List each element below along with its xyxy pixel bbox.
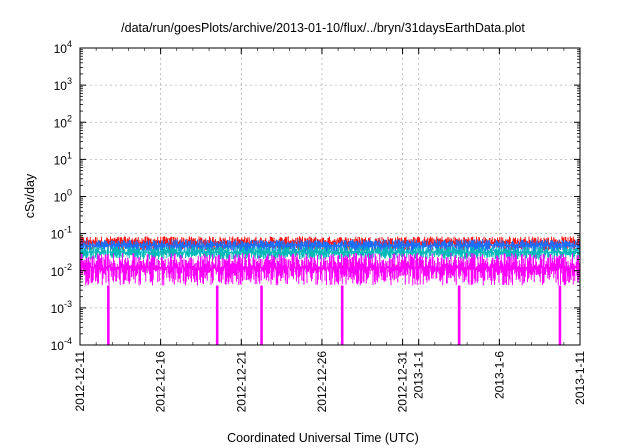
x-tick-label: 2012-12-21 bbox=[234, 351, 248, 413]
series-3-dropout bbox=[457, 285, 461, 345]
series-3-dropout bbox=[260, 285, 263, 345]
series-group bbox=[80, 236, 580, 345]
y-tick-label: 104 bbox=[54, 39, 72, 56]
y-tick-label: 10-2 bbox=[51, 262, 72, 279]
x-tick-label: 2012-12-31 bbox=[396, 351, 410, 413]
y-axis: 10-4 10-3 10-2 10-1 100 101 102 103 104 bbox=[51, 39, 580, 353]
series-3-dropout bbox=[558, 285, 562, 345]
x-tick-label: 2013-1-6 bbox=[492, 351, 506, 399]
y-tick-label: 10-4 bbox=[51, 336, 72, 353]
x-tick-label: 2012-12-26 bbox=[315, 351, 329, 413]
chart-title: /data/run/goesPlots/archive/2013-01-10/f… bbox=[121, 21, 525, 35]
y-tick-label: 10-1 bbox=[51, 225, 72, 242]
y-tick-label: 103 bbox=[54, 76, 72, 93]
y-tick-label: 101 bbox=[54, 150, 72, 167]
series-3-line bbox=[80, 253, 580, 286]
grid bbox=[80, 48, 580, 345]
series-3-dropout bbox=[340, 285, 344, 345]
x-tick-label: 2012-12-11 bbox=[73, 351, 87, 412]
series-3-dropout bbox=[107, 285, 110, 345]
y-tick-label: 100 bbox=[54, 188, 72, 205]
series-3-dropout bbox=[215, 285, 219, 345]
x-tick-label: 2013-1-1 bbox=[412, 351, 426, 399]
x-axis-title: Coordinated Universal Time (UTC) bbox=[227, 431, 419, 445]
y-axis-title: cSv/day bbox=[23, 173, 37, 218]
x-axis: 2012-12-11 2012-12-16 2012-12-21 2012-12-26… bbox=[73, 48, 587, 412]
x-tick-label: 2013-1-11 bbox=[573, 351, 587, 405]
y-tick-label: 10-3 bbox=[51, 299, 72, 316]
y-tick-label: 102 bbox=[54, 113, 72, 130]
x-tick-label: 2012-12-16 bbox=[154, 351, 168, 413]
